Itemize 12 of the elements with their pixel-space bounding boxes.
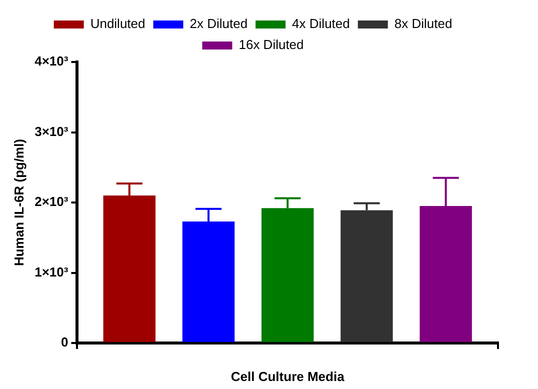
x-axis-title: Cell Culture Media xyxy=(230,368,346,384)
legend-label: 16x Diluted xyxy=(238,37,304,52)
y-tick-label: 4×10³ xyxy=(34,54,69,69)
legend-label: 8x Diluted xyxy=(394,16,452,32)
y-tick-label: 3×10³ xyxy=(34,124,69,139)
y-axis-title: Human IL-6R (pg/ml) xyxy=(11,138,26,266)
legend-label: 2x Diluted xyxy=(190,16,248,32)
legend-label: 4x Diluted xyxy=(292,16,350,32)
y-tick-label: 0 xyxy=(60,334,68,350)
y-tick-label: 1×10³ xyxy=(34,264,69,280)
legend-label: Undiluted xyxy=(90,16,146,32)
y-tick-label: 2×10³ xyxy=(34,194,69,210)
